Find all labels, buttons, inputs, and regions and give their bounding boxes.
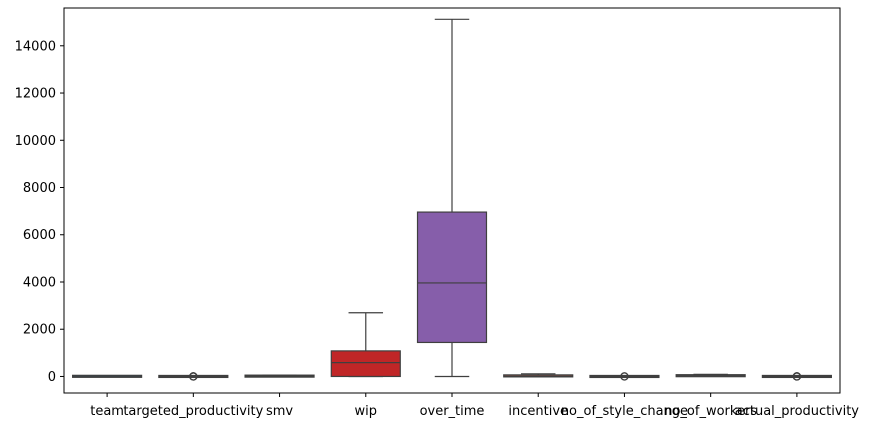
- box-iqr: [416, 211, 488, 344]
- x-tick-label: no_of_style_change: [561, 404, 688, 419]
- x-tick-label: actual_productivity: [735, 404, 860, 419]
- y-tick-label: 14000: [15, 39, 56, 54]
- box-iqr: [330, 350, 401, 378]
- box-over_time: [416, 18, 488, 378]
- y-tick-label: 12000: [15, 87, 56, 102]
- outlier-point: [189, 372, 198, 381]
- plot-frame: [63, 7, 841, 394]
- y-tick-label: 10000: [15, 134, 56, 149]
- y-tick-label: 2000: [23, 323, 56, 338]
- outlier-point: [792, 372, 802, 381]
- x-tick-label: no_of_workers: [664, 404, 757, 419]
- x-tick-label: smv: [266, 404, 293, 419]
- y-axis: 0 2000 4000 6000 8000 10000 12000 14000: [15, 39, 64, 385]
- x-axis: team targeted_productivity smv wip over_time…: [90, 393, 859, 419]
- box-actual_productivity: [761, 372, 832, 381]
- x-tick-label: over_time: [420, 404, 485, 419]
- outlier-point: [620, 372, 629, 381]
- x-tick-label: targeted_productivity: [123, 404, 263, 419]
- box-smv: [244, 374, 315, 378]
- box-targeted_productivity: [158, 372, 229, 381]
- boxes-layer: [72, 18, 832, 381]
- box-no_of_style_change: [589, 372, 660, 381]
- y-tick-label: 4000: [23, 275, 56, 290]
- x-tick-label: team: [90, 404, 124, 419]
- x-tick-label: incentive: [508, 404, 568, 419]
- y-tick-label: 0: [48, 370, 56, 385]
- box-team: [72, 374, 143, 378]
- box-wip: [330, 312, 401, 378]
- y-tick-label: 8000: [23, 181, 56, 196]
- box-no_of_workers: [675, 373, 746, 378]
- x-tick-label: wip: [355, 404, 378, 419]
- box-incentive: [503, 373, 574, 378]
- y-tick-label: 6000: [23, 228, 56, 243]
